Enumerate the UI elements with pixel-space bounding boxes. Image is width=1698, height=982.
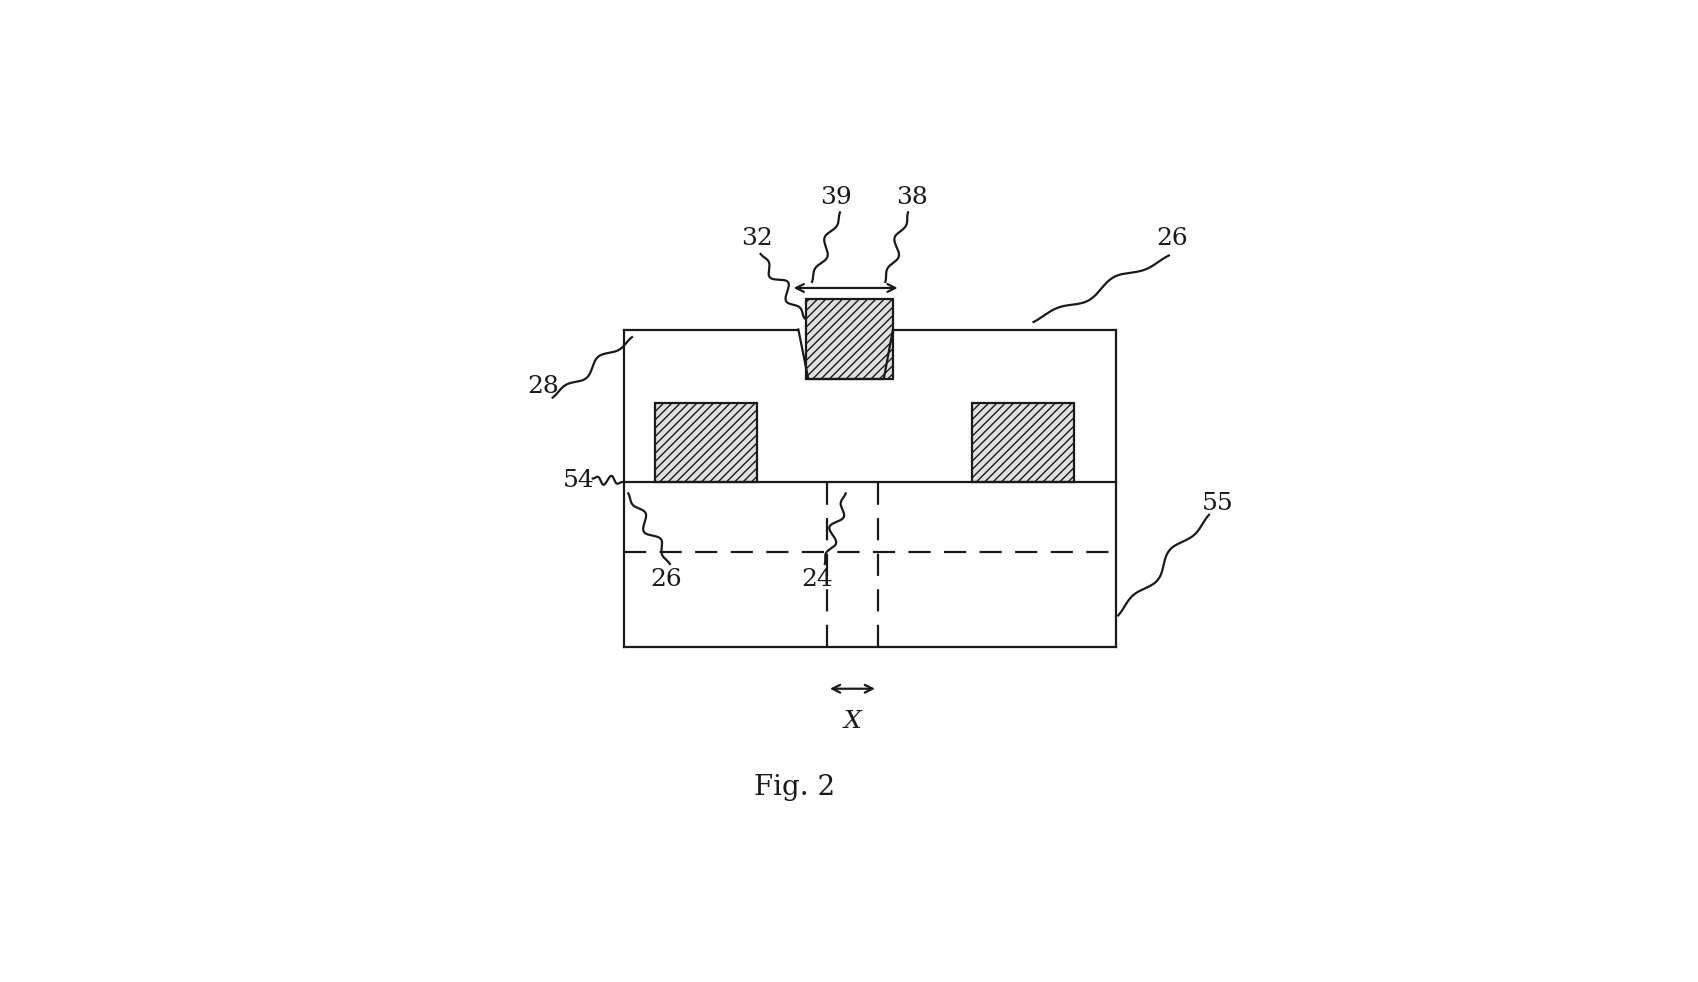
Text: 55: 55 xyxy=(1202,492,1234,515)
Polygon shape xyxy=(625,330,1116,647)
Text: 24: 24 xyxy=(801,568,834,590)
Text: X: X xyxy=(844,710,861,733)
Text: 28: 28 xyxy=(528,375,559,398)
Text: 38: 38 xyxy=(897,186,927,209)
Text: 32: 32 xyxy=(740,227,773,250)
Text: Fig. 2: Fig. 2 xyxy=(754,774,835,800)
Bar xyxy=(655,403,757,482)
Text: 26: 26 xyxy=(650,568,683,590)
Text: 26: 26 xyxy=(1156,227,1189,250)
Bar xyxy=(807,300,893,379)
Bar xyxy=(973,403,1075,482)
Text: 54: 54 xyxy=(564,469,594,492)
Text: 39: 39 xyxy=(820,186,852,209)
